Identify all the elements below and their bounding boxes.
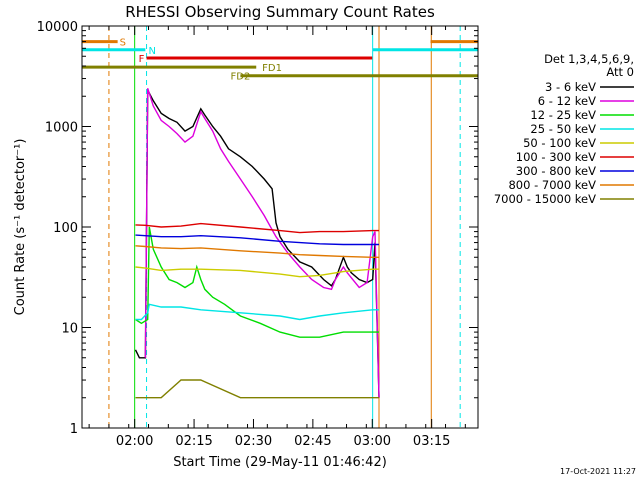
legend-entry-label: 12 - 25 keV [530, 108, 596, 122]
series-line-2 [135, 226, 379, 338]
plot-frame [81, 25, 479, 429]
chart-title: RHESSI Observing Summary Count Rates [125, 3, 435, 21]
x-tick-label: 03:00 [354, 434, 391, 449]
y-tick-label: 10000 [37, 20, 78, 35]
plot-area: S NF FD1 FD2 1 10 100 1000 10000 02:00 02:15 02:30 0… [37, 20, 479, 449]
flag-label-n: N [149, 46, 156, 57]
series-line-5 [135, 222, 379, 234]
legend-entry-label: 3 - 6 keV [545, 80, 596, 94]
x-axis-label: Start Time (29-May-11 01:46:42) [173, 455, 387, 470]
legend-entry-label: 800 - 7000 keV [508, 178, 596, 192]
series-line-4 [135, 266, 379, 278]
footer-timestamp: 17-Oct-2021 11:27 [560, 467, 636, 476]
legend-entry-label: 50 - 100 keV [523, 136, 596, 150]
legend-entry-label: 25 - 50 keV [530, 122, 596, 136]
y-tick-label: 1 [70, 422, 78, 437]
legend-entry-label: 300 - 800 keV [516, 164, 596, 178]
legend-entry-label: 7000 - 15000 keV [494, 192, 596, 206]
series-line-1 [144, 88, 380, 398]
flag-label-s: S [120, 38, 126, 49]
flag-label-f: F [139, 54, 145, 65]
x-tick-label: 02:00 [116, 434, 153, 449]
y-tick-label: 10 [61, 322, 78, 337]
legend-header: Att 0 [606, 65, 634, 79]
x-tick-label: 02:15 [175, 434, 212, 449]
y-tick-label: 1000 [45, 121, 78, 136]
x-tick-label: 02:30 [235, 434, 272, 449]
y-axis-label: Count Rate (s⁻¹ detector⁻¹) [13, 139, 28, 316]
x-tick-label: 02:45 [294, 434, 331, 449]
y-tick-label: 100 [53, 221, 78, 236]
series-line-3 [135, 303, 379, 321]
series-line-8 [135, 379, 379, 399]
series-line-0 [134, 89, 380, 398]
flag-label-fd1: FD1 [262, 63, 282, 74]
x-tick-label: 03:15 [413, 434, 450, 449]
series-line-7 [135, 245, 379, 258]
series-line-6 [135, 234, 379, 246]
legend-entry-label: 6 - 12 keV [538, 94, 596, 108]
legend-entry-label: 100 - 300 keV [516, 150, 596, 164]
legend-header: Det 1,3,4,5,6,9, [544, 52, 634, 66]
flag-label-fd2: FD2 [231, 72, 251, 83]
